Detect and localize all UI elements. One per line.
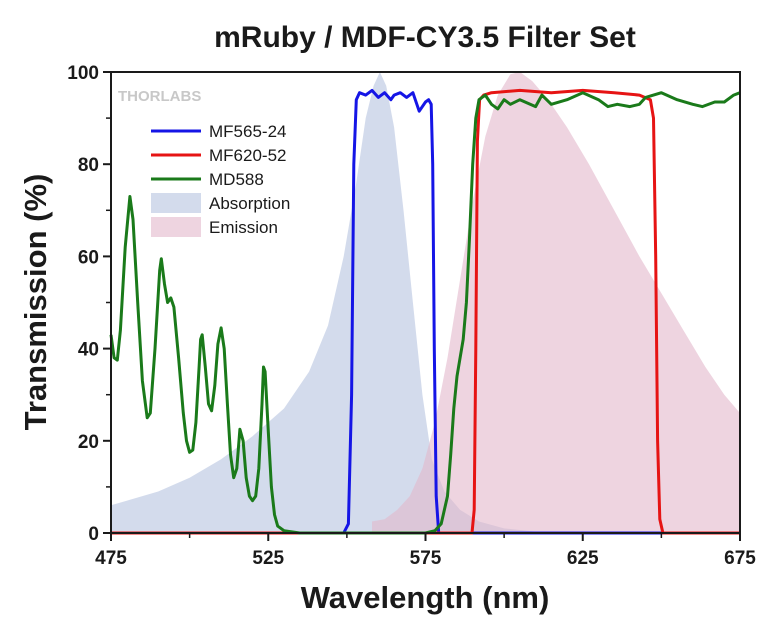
x-tick-label-625: 625 bbox=[567, 548, 599, 569]
legend-item-mf565-24: MF565-24 bbox=[151, 122, 286, 141]
y-tick-label-80: 80 bbox=[78, 155, 99, 176]
area-emission bbox=[372, 72, 740, 533]
legend-label-md588: MD588 bbox=[209, 170, 264, 189]
x-tick-label-575: 575 bbox=[410, 548, 442, 569]
y-tick-label-100: 100 bbox=[67, 63, 99, 84]
chart-title: mRuby / MDF-CY3.5 Filter Set bbox=[214, 21, 636, 54]
legend-item-mf620-52: MF620-52 bbox=[151, 146, 286, 165]
y-tick-label-20: 20 bbox=[78, 432, 99, 453]
y-tick-label-0: 0 bbox=[88, 524, 99, 545]
line-layer bbox=[109, 88, 741, 535]
legend-item-emission: Emission bbox=[151, 217, 278, 237]
x-tick-label-525: 525 bbox=[252, 548, 284, 569]
tick-layer: 475 525 575 625 675 0 20 40 60 80 100 bbox=[67, 63, 756, 569]
area-absorption bbox=[111, 72, 567, 533]
y-tick-label-60: 60 bbox=[78, 247, 99, 268]
legend-swatch-emission bbox=[151, 217, 201, 237]
line-mf565-24 bbox=[111, 88, 740, 535]
thorlabs-watermark: THORLABS bbox=[118, 88, 201, 105]
legend-label-emission: Emission bbox=[209, 218, 278, 237]
legend-swatch-absorption bbox=[151, 193, 201, 213]
y-tick-label-40: 40 bbox=[78, 340, 99, 361]
x-axis-label: Wavelength (nm) bbox=[301, 580, 550, 615]
legend-label-absorption: Absorption bbox=[209, 194, 290, 213]
x-tick-label-475: 475 bbox=[95, 548, 127, 569]
x-tick-label-675: 675 bbox=[724, 548, 756, 569]
legend-label-mf565-24: MF565-24 bbox=[209, 122, 286, 141]
line-md588 bbox=[109, 91, 741, 535]
legend-item-absorption: Absorption bbox=[151, 193, 290, 213]
area-layer bbox=[111, 72, 740, 533]
legend-item-md588: MD588 bbox=[151, 170, 264, 189]
y-axis-label: Transmission (%) bbox=[18, 174, 53, 431]
legend: MF565-24 MF620-52 MD588 Absorption Emission bbox=[151, 122, 290, 237]
legend-label-mf620-52: MF620-52 bbox=[209, 146, 286, 165]
line-mf620-52 bbox=[111, 88, 740, 535]
